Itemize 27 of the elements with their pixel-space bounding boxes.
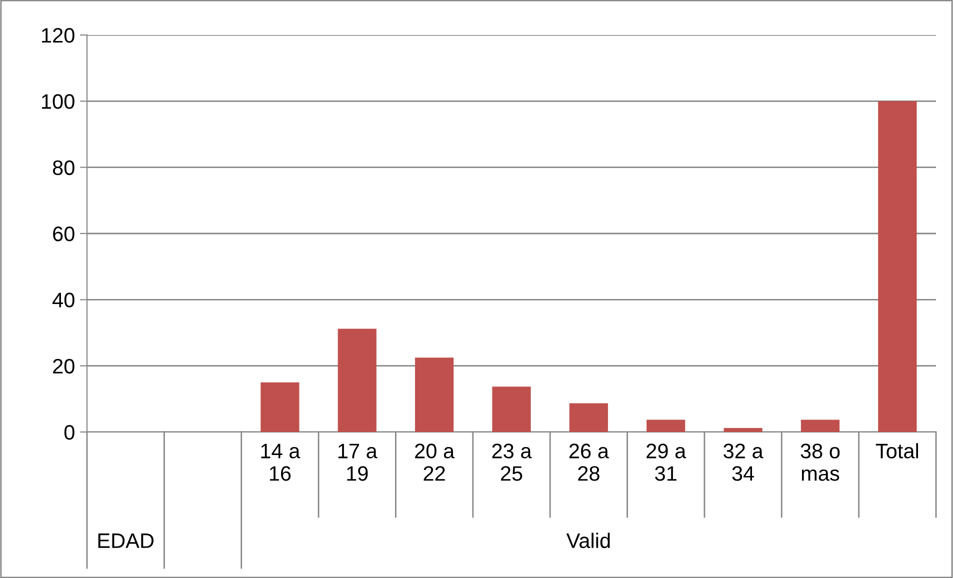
x-tick-label: 23 a 25: [492, 444, 532, 481]
bar: [569, 403, 608, 432]
bar: [800, 420, 840, 432]
bar: [724, 428, 762, 432]
text: Valid: [566, 532, 610, 548]
x-tick-label: 17 a 19: [338, 444, 378, 481]
text: EDAD: [98, 534, 154, 548]
x-tick-label: 29 a 31: [646, 444, 686, 481]
y-tick-label: 120: [42, 28, 74, 43]
bar: [338, 328, 376, 432]
y-tick-label: 40: [52, 292, 74, 308]
x-tick-label: 38 o mas: [800, 444, 840, 481]
x-tick-label: 20 a 22: [415, 444, 455, 481]
bar: [646, 420, 686, 432]
y-tick-label: 60: [53, 226, 74, 242]
x-tick-label: 14 a 16: [261, 444, 300, 481]
bar: [492, 386, 531, 432]
x-tick-label: Total: [876, 443, 918, 458]
bar: [878, 101, 917, 432]
x-tick-label: 26 a 28: [569, 444, 609, 481]
y-tick-label: 100: [42, 94, 74, 109]
y-tick-label: 20: [53, 358, 74, 374]
y-tick-label: 0: [64, 425, 74, 440]
bar: [415, 358, 454, 432]
x-tick-label: 32 a 34: [724, 444, 764, 481]
y-tick-label: 80: [52, 160, 74, 176]
bar: [260, 382, 300, 432]
